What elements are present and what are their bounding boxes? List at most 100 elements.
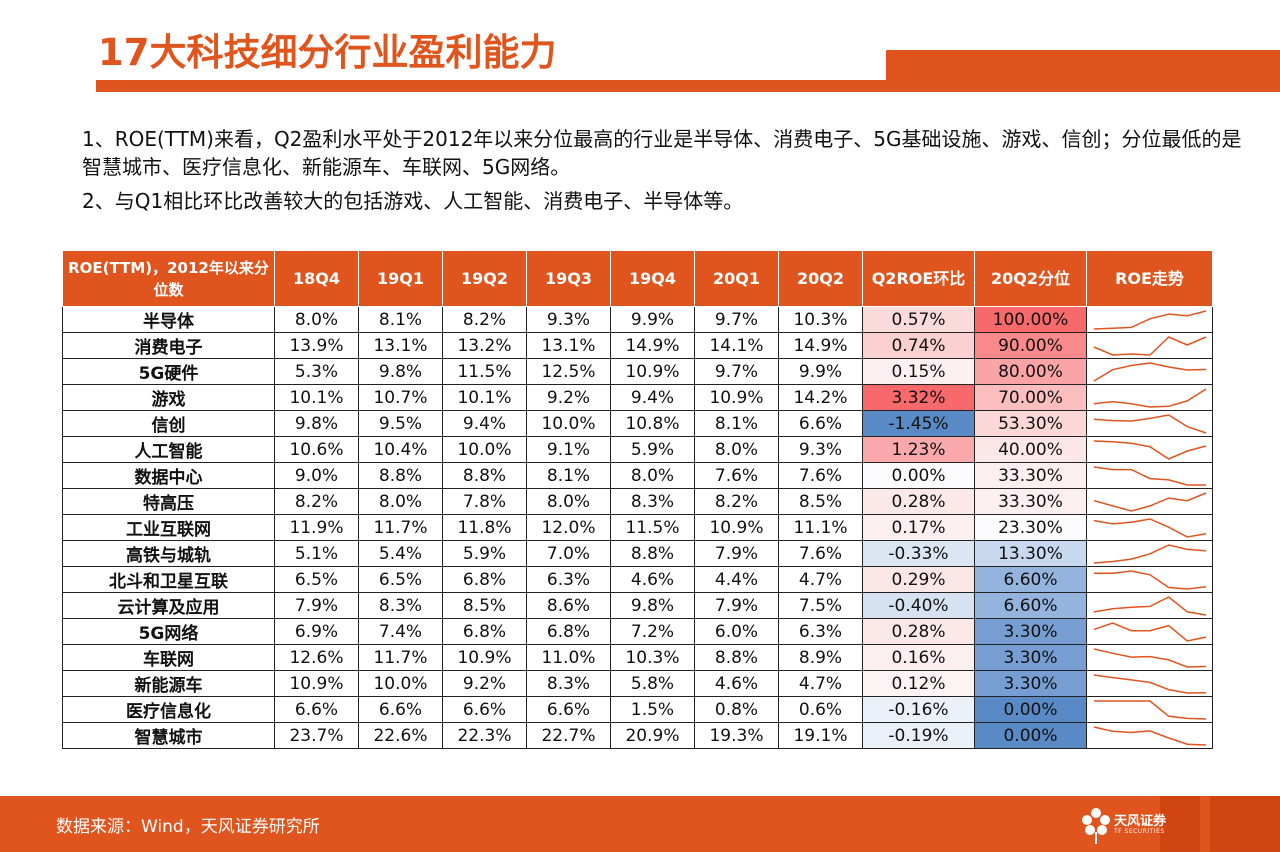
roe-trend-cell <box>1086 332 1213 359</box>
roe-value-cell: 0.6% <box>778 696 863 723</box>
roe-value-cell: 12.0% <box>526 514 611 541</box>
industry-name-cell: 北斗和卫星互联 <box>62 566 275 593</box>
sparkline-path <box>1093 569 1206 590</box>
table-corner-header: ROE(TTM)，2012年以来分位数 <box>62 250 275 307</box>
roe-value-cell: 4.6% <box>610 566 695 593</box>
roe-value-cell: 1.5% <box>610 696 695 723</box>
roe-value-cell: 7.9% <box>694 540 779 567</box>
table-row: 5G硬件 5.3% 9.8% 11.5% 12.5% 10.9% 9.7% 9.9% 0.15%… <box>62 358 1213 385</box>
roe-value-cell: 4.6% <box>694 670 779 697</box>
header-accent-bar <box>96 80 1280 92</box>
industry-name-cell: 消费电子 <box>62 332 275 359</box>
roe-value-cell: 5.9% <box>610 436 695 463</box>
roe-value-cell: 6.9% <box>274 618 359 645</box>
roe-value-cell: 8.5% <box>442 592 527 619</box>
industry-name-cell: 5G网络 <box>62 618 275 645</box>
roe-value-cell: 8.3% <box>526 670 611 697</box>
qoq-change-cell: 3.32% <box>862 384 975 411</box>
qoq-change-cell: 0.57% <box>862 306 975 333</box>
roe-value-cell: 9.8% <box>358 358 443 385</box>
percentile-cell: 70.00% <box>974 384 1087 411</box>
roe-value-cell: 13.1% <box>526 332 611 359</box>
roe-value-cell: 7.2% <box>610 618 695 645</box>
column-header: 20Q2分位 <box>974 250 1087 307</box>
qoq-change-cell: 0.28% <box>862 618 975 645</box>
qoq-change-cell: -0.40% <box>862 592 975 619</box>
column-header: 19Q4 <box>610 250 695 307</box>
table-row: 游戏 10.1% 10.7% 10.1% 9.2% 9.4% 10.9% 14.2% 3.32%… <box>62 384 1213 411</box>
sparkline-path <box>1093 725 1206 746</box>
roe-value-cell: 4.7% <box>778 670 863 697</box>
sparkline-path <box>1093 699 1206 720</box>
roe-value-cell: 5.9% <box>442 540 527 567</box>
percentile-cell: 6.60% <box>974 592 1087 619</box>
footer-stripe <box>1210 796 1280 852</box>
roe-value-cell: 6.6% <box>526 696 611 723</box>
roe-value-cell: 6.6% <box>442 696 527 723</box>
roe-trend-cell <box>1086 644 1213 671</box>
sparkline-path <box>1093 387 1206 408</box>
sparkline-path <box>1093 309 1206 330</box>
header-accent-block <box>886 50 1280 80</box>
percentile-cell: 33.30% <box>974 462 1087 489</box>
percentile-cell: 3.30% <box>974 644 1087 671</box>
percentile-cell: 80.00% <box>974 358 1087 385</box>
roe-value-cell: 7.6% <box>694 462 779 489</box>
roe-value-cell: 10.0% <box>442 436 527 463</box>
roe-value-cell: 8.2% <box>694 488 779 515</box>
table-row: 北斗和卫星互联 6.5% 6.5% 6.8% 6.3% 4.6% 4.4% 4.7% 0.29%… <box>62 566 1213 593</box>
column-header: 19Q3 <box>526 250 611 307</box>
roe-value-cell: 22.3% <box>442 722 527 749</box>
roe-value-cell: 14.9% <box>610 332 695 359</box>
percentile-cell: 3.30% <box>974 670 1087 697</box>
roe-value-cell: 11.0% <box>526 644 611 671</box>
roe-value-cell: 9.3% <box>526 306 611 333</box>
column-header: 19Q2 <box>442 250 527 307</box>
percentile-cell: 100.00% <box>974 306 1087 333</box>
roe-value-cell: 9.3% <box>778 436 863 463</box>
roe-value-cell: 6.6% <box>358 696 443 723</box>
roe-value-cell: 8.0% <box>694 436 779 463</box>
roe-value-cell: 8.8% <box>442 462 527 489</box>
roe-value-cell: 4.4% <box>694 566 779 593</box>
company-logo: 天风证券 TF SECURITIES <box>1080 804 1190 846</box>
sparkline-path <box>1093 543 1206 564</box>
page-title: 17大科技细分行业盈利能力 <box>98 31 557 74</box>
roe-value-cell: 7.8% <box>442 488 527 515</box>
roe-value-cell: 8.3% <box>610 488 695 515</box>
column-header: 18Q4 <box>274 250 359 307</box>
roe-value-cell: 11.7% <box>358 514 443 541</box>
industry-name-cell: 信创 <box>62 410 275 437</box>
table-row: 信创 9.8% 9.5% 9.4% 10.0% 10.8% 8.1% 6.6% -1.45% 53… <box>62 410 1213 437</box>
roe-value-cell: 8.1% <box>694 410 779 437</box>
percentile-cell: 0.00% <box>974 696 1087 723</box>
roe-trend-cell <box>1086 722 1213 749</box>
roe-value-cell: 9.8% <box>610 592 695 619</box>
roe-value-cell: 8.8% <box>610 540 695 567</box>
column-header: 20Q1 <box>694 250 779 307</box>
roe-trend-cell <box>1086 618 1213 645</box>
roe-sparkline <box>1093 621 1206 642</box>
sparkline-path <box>1093 517 1206 538</box>
sparkline-path <box>1093 413 1206 434</box>
industry-name-cell: 高铁与城轨 <box>62 540 275 567</box>
roe-value-cell: 10.0% <box>526 410 611 437</box>
sparkline-path <box>1093 361 1206 382</box>
industry-name-cell: 游戏 <box>62 384 275 411</box>
roe-value-cell: 8.2% <box>442 306 527 333</box>
table-row: 智慧城市 23.7% 22.6% 22.3% 22.7% 20.9% 19.3% 19.1% -… <box>62 722 1213 749</box>
roe-sparkline <box>1093 491 1206 512</box>
roe-value-cell: 8.8% <box>358 462 443 489</box>
roe-value-cell: 8.6% <box>526 592 611 619</box>
sparkline-path <box>1093 595 1206 616</box>
industry-name-cell: 人工智能 <box>62 436 275 463</box>
percentile-cell: 6.60% <box>974 566 1087 593</box>
roe-value-cell: 8.2% <box>274 488 359 515</box>
roe-trend-cell <box>1086 462 1213 489</box>
roe-value-cell: 8.1% <box>358 306 443 333</box>
table-row: 车联网 12.6% 11.7% 10.9% 11.0% 10.3% 8.8% 8.9% 0.16… <box>62 644 1213 671</box>
percentile-cell: 0.00% <box>974 722 1087 749</box>
roe-value-cell: 8.0% <box>610 462 695 489</box>
column-header: ROE走势 <box>1086 250 1213 307</box>
footer-bar: 数据来源：Wind，天风证券研究所 天风证券 TF SECURITIES <box>0 796 1280 852</box>
